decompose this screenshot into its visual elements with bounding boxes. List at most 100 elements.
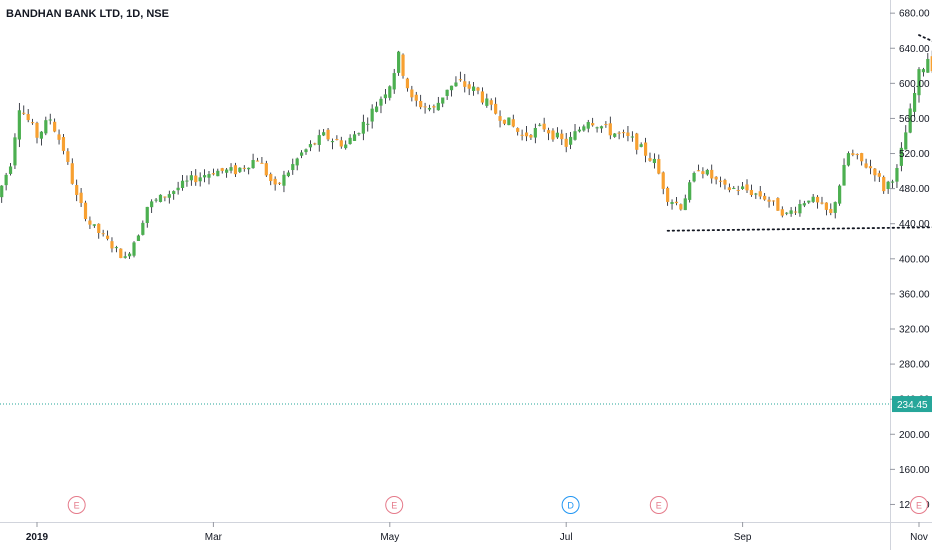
candle-body bbox=[860, 153, 864, 162]
event-marker[interactable] bbox=[649, 496, 668, 514]
candle-body bbox=[26, 114, 30, 121]
candle-body bbox=[652, 158, 656, 164]
candle-body bbox=[679, 204, 683, 210]
candle-body bbox=[286, 172, 290, 177]
candle-body bbox=[838, 185, 842, 204]
candle-body bbox=[569, 136, 573, 145]
candle-body bbox=[494, 103, 498, 114]
candle-body bbox=[308, 144, 313, 148]
candle-body bbox=[79, 192, 83, 203]
candle-body bbox=[449, 85, 454, 91]
candle-body bbox=[489, 100, 493, 105]
candle-body bbox=[202, 175, 207, 178]
candle-body bbox=[763, 195, 767, 200]
candle-body bbox=[564, 138, 568, 147]
x-tick-label: May bbox=[380, 532, 399, 543]
candle-body bbox=[542, 123, 546, 130]
candle-body bbox=[401, 54, 405, 76]
candle-body bbox=[674, 201, 679, 204]
event-marker[interactable] bbox=[910, 496, 928, 514]
candle-body bbox=[714, 176, 718, 180]
candle-body bbox=[141, 222, 145, 235]
candle-body bbox=[436, 102, 440, 111]
candle-body bbox=[833, 202, 837, 213]
candle-body bbox=[410, 89, 414, 98]
candle-body bbox=[441, 97, 445, 104]
candle-body bbox=[176, 187, 180, 191]
candle-body bbox=[507, 117, 511, 126]
candle-body bbox=[35, 122, 39, 138]
y-tick-label: 440.00 bbox=[899, 219, 930, 230]
candle-body bbox=[524, 132, 529, 137]
candle-body bbox=[463, 81, 467, 87]
event-marker[interactable] bbox=[385, 496, 404, 514]
event-marker[interactable] bbox=[67, 496, 86, 514]
candle-body bbox=[383, 94, 387, 99]
candle-body bbox=[361, 121, 365, 134]
symbol-title: BANDHAN BANK LTD, 1D, NSE bbox=[6, 8, 169, 20]
candle-body bbox=[802, 203, 806, 206]
candle-body bbox=[158, 194, 163, 202]
candle-body bbox=[613, 133, 617, 137]
candle-body bbox=[842, 164, 846, 186]
y-tick-label: 320.00 bbox=[899, 324, 930, 335]
candle-body bbox=[374, 106, 379, 112]
candle-body bbox=[150, 201, 154, 208]
candle-body bbox=[657, 159, 661, 174]
candle-body bbox=[128, 253, 132, 257]
candle-body bbox=[692, 172, 696, 182]
candle-body bbox=[621, 132, 626, 134]
candle-body bbox=[163, 196, 167, 198]
candle-body bbox=[485, 98, 489, 106]
candle-body bbox=[30, 122, 35, 124]
y-tick-label: 280.00 bbox=[899, 360, 930, 371]
candle-body bbox=[238, 167, 242, 172]
candle-body bbox=[136, 235, 141, 241]
candle-body bbox=[511, 119, 515, 127]
candle-body bbox=[61, 137, 66, 151]
x-tick-label: Mar bbox=[205, 532, 223, 543]
candle-body bbox=[194, 175, 198, 183]
candle-body bbox=[357, 133, 361, 135]
candle-body bbox=[339, 140, 343, 147]
candle-body bbox=[639, 144, 643, 147]
candle-body bbox=[211, 173, 215, 175]
current-price-label: 234.45 bbox=[897, 400, 928, 411]
candle-body bbox=[767, 199, 771, 202]
candle-body bbox=[295, 158, 299, 166]
candle-body bbox=[269, 174, 273, 182]
candle-body bbox=[273, 178, 277, 185]
y-tick-label: 560.00 bbox=[899, 114, 930, 125]
candle-body bbox=[811, 196, 815, 202]
candle-body bbox=[899, 147, 903, 166]
event-marker[interactable] bbox=[561, 496, 580, 514]
candle-body bbox=[793, 211, 798, 213]
candle-body bbox=[648, 158, 652, 161]
candle-body bbox=[180, 180, 185, 188]
candle-body bbox=[538, 124, 542, 126]
candle-body bbox=[70, 163, 74, 184]
candle-body bbox=[172, 191, 176, 194]
x-tick-label: Jul bbox=[560, 532, 573, 543]
y-tick-label: 640.00 bbox=[899, 44, 930, 55]
candle-body bbox=[471, 86, 476, 91]
y-tick-label: 600.00 bbox=[899, 79, 930, 90]
candle-body bbox=[890, 181, 895, 183]
candle-body bbox=[912, 92, 917, 112]
candle-body bbox=[326, 129, 330, 140]
candle-body bbox=[220, 168, 224, 171]
candle-body bbox=[582, 126, 586, 131]
x-tick-label: Sep bbox=[734, 532, 752, 543]
candle-body bbox=[780, 209, 784, 216]
candle-body bbox=[330, 141, 335, 143]
candle-body bbox=[710, 169, 714, 179]
candle-body bbox=[8, 166, 13, 174]
candle-body bbox=[904, 132, 908, 150]
candle-body bbox=[882, 177, 886, 192]
candle-body bbox=[313, 143, 317, 145]
candle-body bbox=[480, 91, 485, 103]
candle-body bbox=[66, 151, 70, 162]
candle-body bbox=[458, 79, 462, 81]
